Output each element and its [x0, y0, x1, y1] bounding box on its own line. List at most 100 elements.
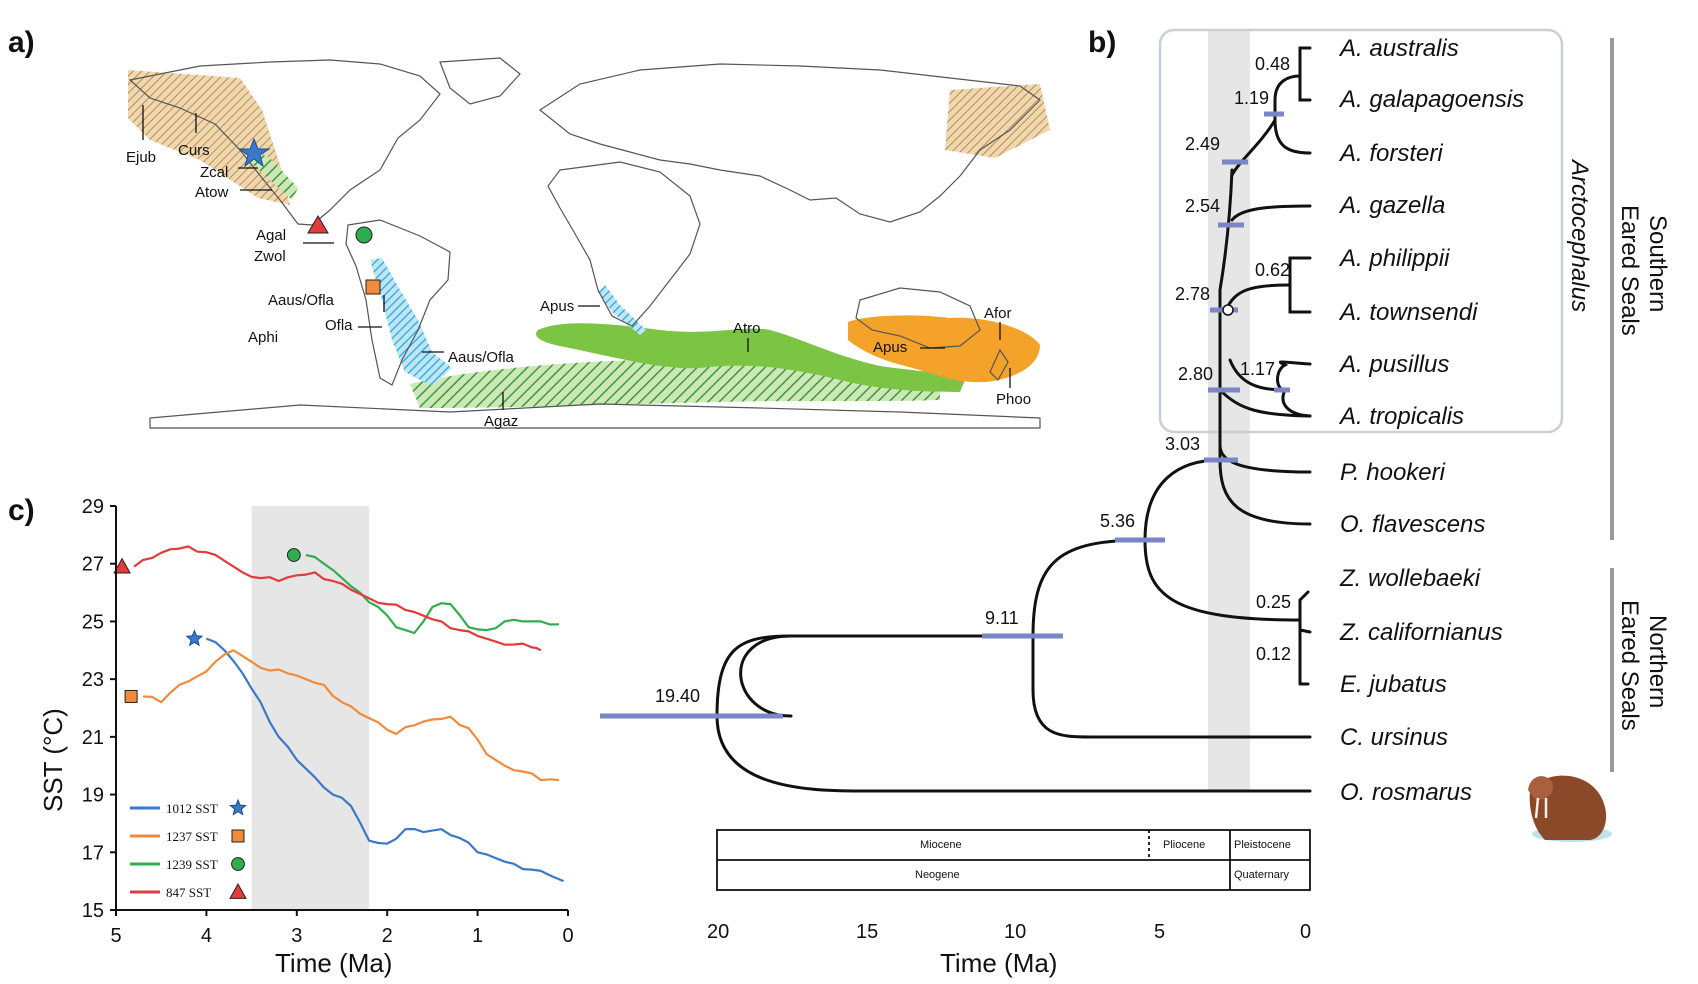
node-age-536: 5.36 — [1100, 511, 1135, 531]
group-label-southern-2: Eared Seals — [1616, 205, 1643, 336]
series-start-marker-star — [185, 629, 204, 647]
y-tick-label: 25 — [82, 611, 104, 633]
map-label-aphi: Aphi — [248, 329, 278, 346]
map-label-phoo: Phoo — [996, 391, 1031, 408]
tree-tick-0: 0 — [1300, 921, 1311, 943]
branch-117 — [1228, 358, 1312, 418]
map-label-aaus-ofla-2: Aaus/Ofla — [448, 349, 515, 366]
genus-label-arctocephalus: Arctocephalus — [1566, 158, 1593, 312]
branch-root-upper — [715, 634, 793, 718]
y-axis-title: SST (°C) — [38, 708, 68, 812]
group-label-northern-2: Eared Seals — [1616, 600, 1643, 731]
map-leader-lines — [142, 105, 1011, 410]
x-tick-label: 4 — [201, 925, 212, 947]
epoch-pleistocene: Pleistocene — [1234, 839, 1291, 851]
taxon-o-flavescens: O. flavescens — [1340, 511, 1485, 538]
map-label-aaus-ofla-1: Aaus/Ofla — [268, 292, 335, 309]
legend-label: 1237 SST — [166, 829, 218, 844]
x-tick-label: 0 — [562, 925, 573, 947]
branch-5 — [1143, 538, 1302, 622]
node-age-278: 2.78 — [1175, 284, 1210, 304]
taxon-a-galapagoensis: A. galapagoensis — [1338, 86, 1524, 113]
y-tick-label: 19 — [82, 785, 104, 807]
square-marker-1237 — [365, 279, 381, 295]
series-start-marker-circle — [286, 548, 301, 562]
taxon-a-gazella: A. gazella — [1338, 192, 1445, 219]
tree-tick-15: 15 — [856, 921, 878, 943]
legend-marker-circle — [231, 857, 245, 871]
pliocene-shade — [1208, 30, 1250, 790]
taxon-p-hookeri: P. hookeri — [1340, 459, 1446, 486]
map-labels: Ejub Curs Zcal Atow Agal Zwol Aaus/Ofla … — [126, 142, 1031, 430]
taxon-a-australis: A. australis — [1338, 35, 1459, 62]
australia — [855, 287, 981, 349]
node-age-048: 0.48 — [1255, 54, 1290, 74]
node-age-911: 9.11 — [985, 608, 1019, 628]
x-tick-label: 1 — [472, 925, 483, 947]
range-ne-pacific — [945, 84, 1050, 158]
node-age-254: 2.54 — [1185, 196, 1220, 216]
legend-marker-star — [229, 798, 247, 816]
range-aaus-sa — [370, 258, 452, 386]
x-tick-label: 5 — [110, 925, 121, 947]
star-marker-1012 — [237, 137, 271, 168]
taxon-a-pusillus: A. pusillus — [1338, 351, 1449, 378]
node-circle-278 — [1222, 304, 1234, 316]
series-line-1239 — [305, 554, 560, 635]
group-label-northern-1: Northern — [1644, 615, 1671, 708]
map-label-afor: Afor — [984, 305, 1012, 322]
node-age-025: 0.25 — [1256, 592, 1291, 612]
node-age-119: 1.19 — [1234, 88, 1269, 108]
greenland — [439, 57, 521, 105]
chart-legend: 1012 SST 1237 SST 1239 SST 847 SST — [130, 798, 247, 900]
branch-walrus — [715, 714, 1312, 793]
y-tick-label: 15 — [82, 900, 104, 922]
series-line-1012 — [206, 637, 564, 883]
taxon-e-jubatus: E. jubatus — [1340, 671, 1447, 698]
legend-marker-triangle — [229, 882, 247, 899]
node-age-117: 1.17 — [1240, 359, 1275, 379]
group-label-southern-1: Southern — [1644, 215, 1671, 312]
map-label-apus-australia: Apus — [873, 339, 907, 356]
series-markers — [113, 548, 301, 703]
epoch-miocene: Miocene — [920, 839, 962, 851]
branch-gazella — [1230, 204, 1312, 222]
node-age-062: 0.62 — [1255, 260, 1290, 280]
map-label-atro: Atro — [733, 320, 761, 337]
new-zealand — [989, 348, 1009, 381]
map-label-curs: Curs — [178, 142, 210, 159]
taxon-a-townsendi: A. townsendi — [1338, 299, 1478, 326]
geologic-timescale — [716, 829, 1311, 891]
series-start-marker-triangle — [113, 557, 131, 574]
y-tick-label: 29 — [82, 496, 104, 518]
range-atro — [536, 323, 965, 392]
range-apus-africa — [598, 285, 646, 335]
phylogeny: 0.48 1.19 2.49 2.54 0.62 2.78 1.17 2.80 … — [600, 28, 1671, 978]
y-tick-label: 23 — [82, 669, 104, 691]
map-label-ejub: Ejub — [126, 149, 156, 166]
map-label-agal: Agal — [256, 227, 286, 244]
y-tick-label: 17 — [82, 842, 104, 864]
epoch-pliocene: Pliocene — [1163, 839, 1205, 851]
map-label-atow: Atow — [195, 184, 229, 201]
node-age-012: 0.12 — [1256, 644, 1291, 664]
tree-axis-title: Time (Ma) — [940, 948, 1057, 978]
branch-root — [739, 634, 1052, 718]
eurasia — [538, 63, 1041, 223]
map-label-zcal: Zcal — [200, 164, 228, 181]
y-tick-label: 21 — [82, 727, 104, 749]
taxon-a-forsteri: A. forsteri — [1338, 140, 1443, 167]
node-age-303: 3.03 — [1165, 434, 1200, 454]
node-age-249: 2.49 — [1185, 134, 1220, 154]
series-line-847 — [133, 545, 542, 652]
tree-tick-5: 5 — [1154, 921, 1165, 943]
south-america — [345, 219, 451, 386]
antarctica — [149, 403, 1041, 429]
branch-119 — [1230, 98, 1312, 177]
taxon-labels: A. australis A. galapagoensis A. forster… — [1338, 35, 1524, 806]
branch-048 — [1273, 46, 1312, 102]
legend-label: 1012 SST — [166, 801, 218, 816]
panel-c-label: c) — [8, 494, 35, 527]
